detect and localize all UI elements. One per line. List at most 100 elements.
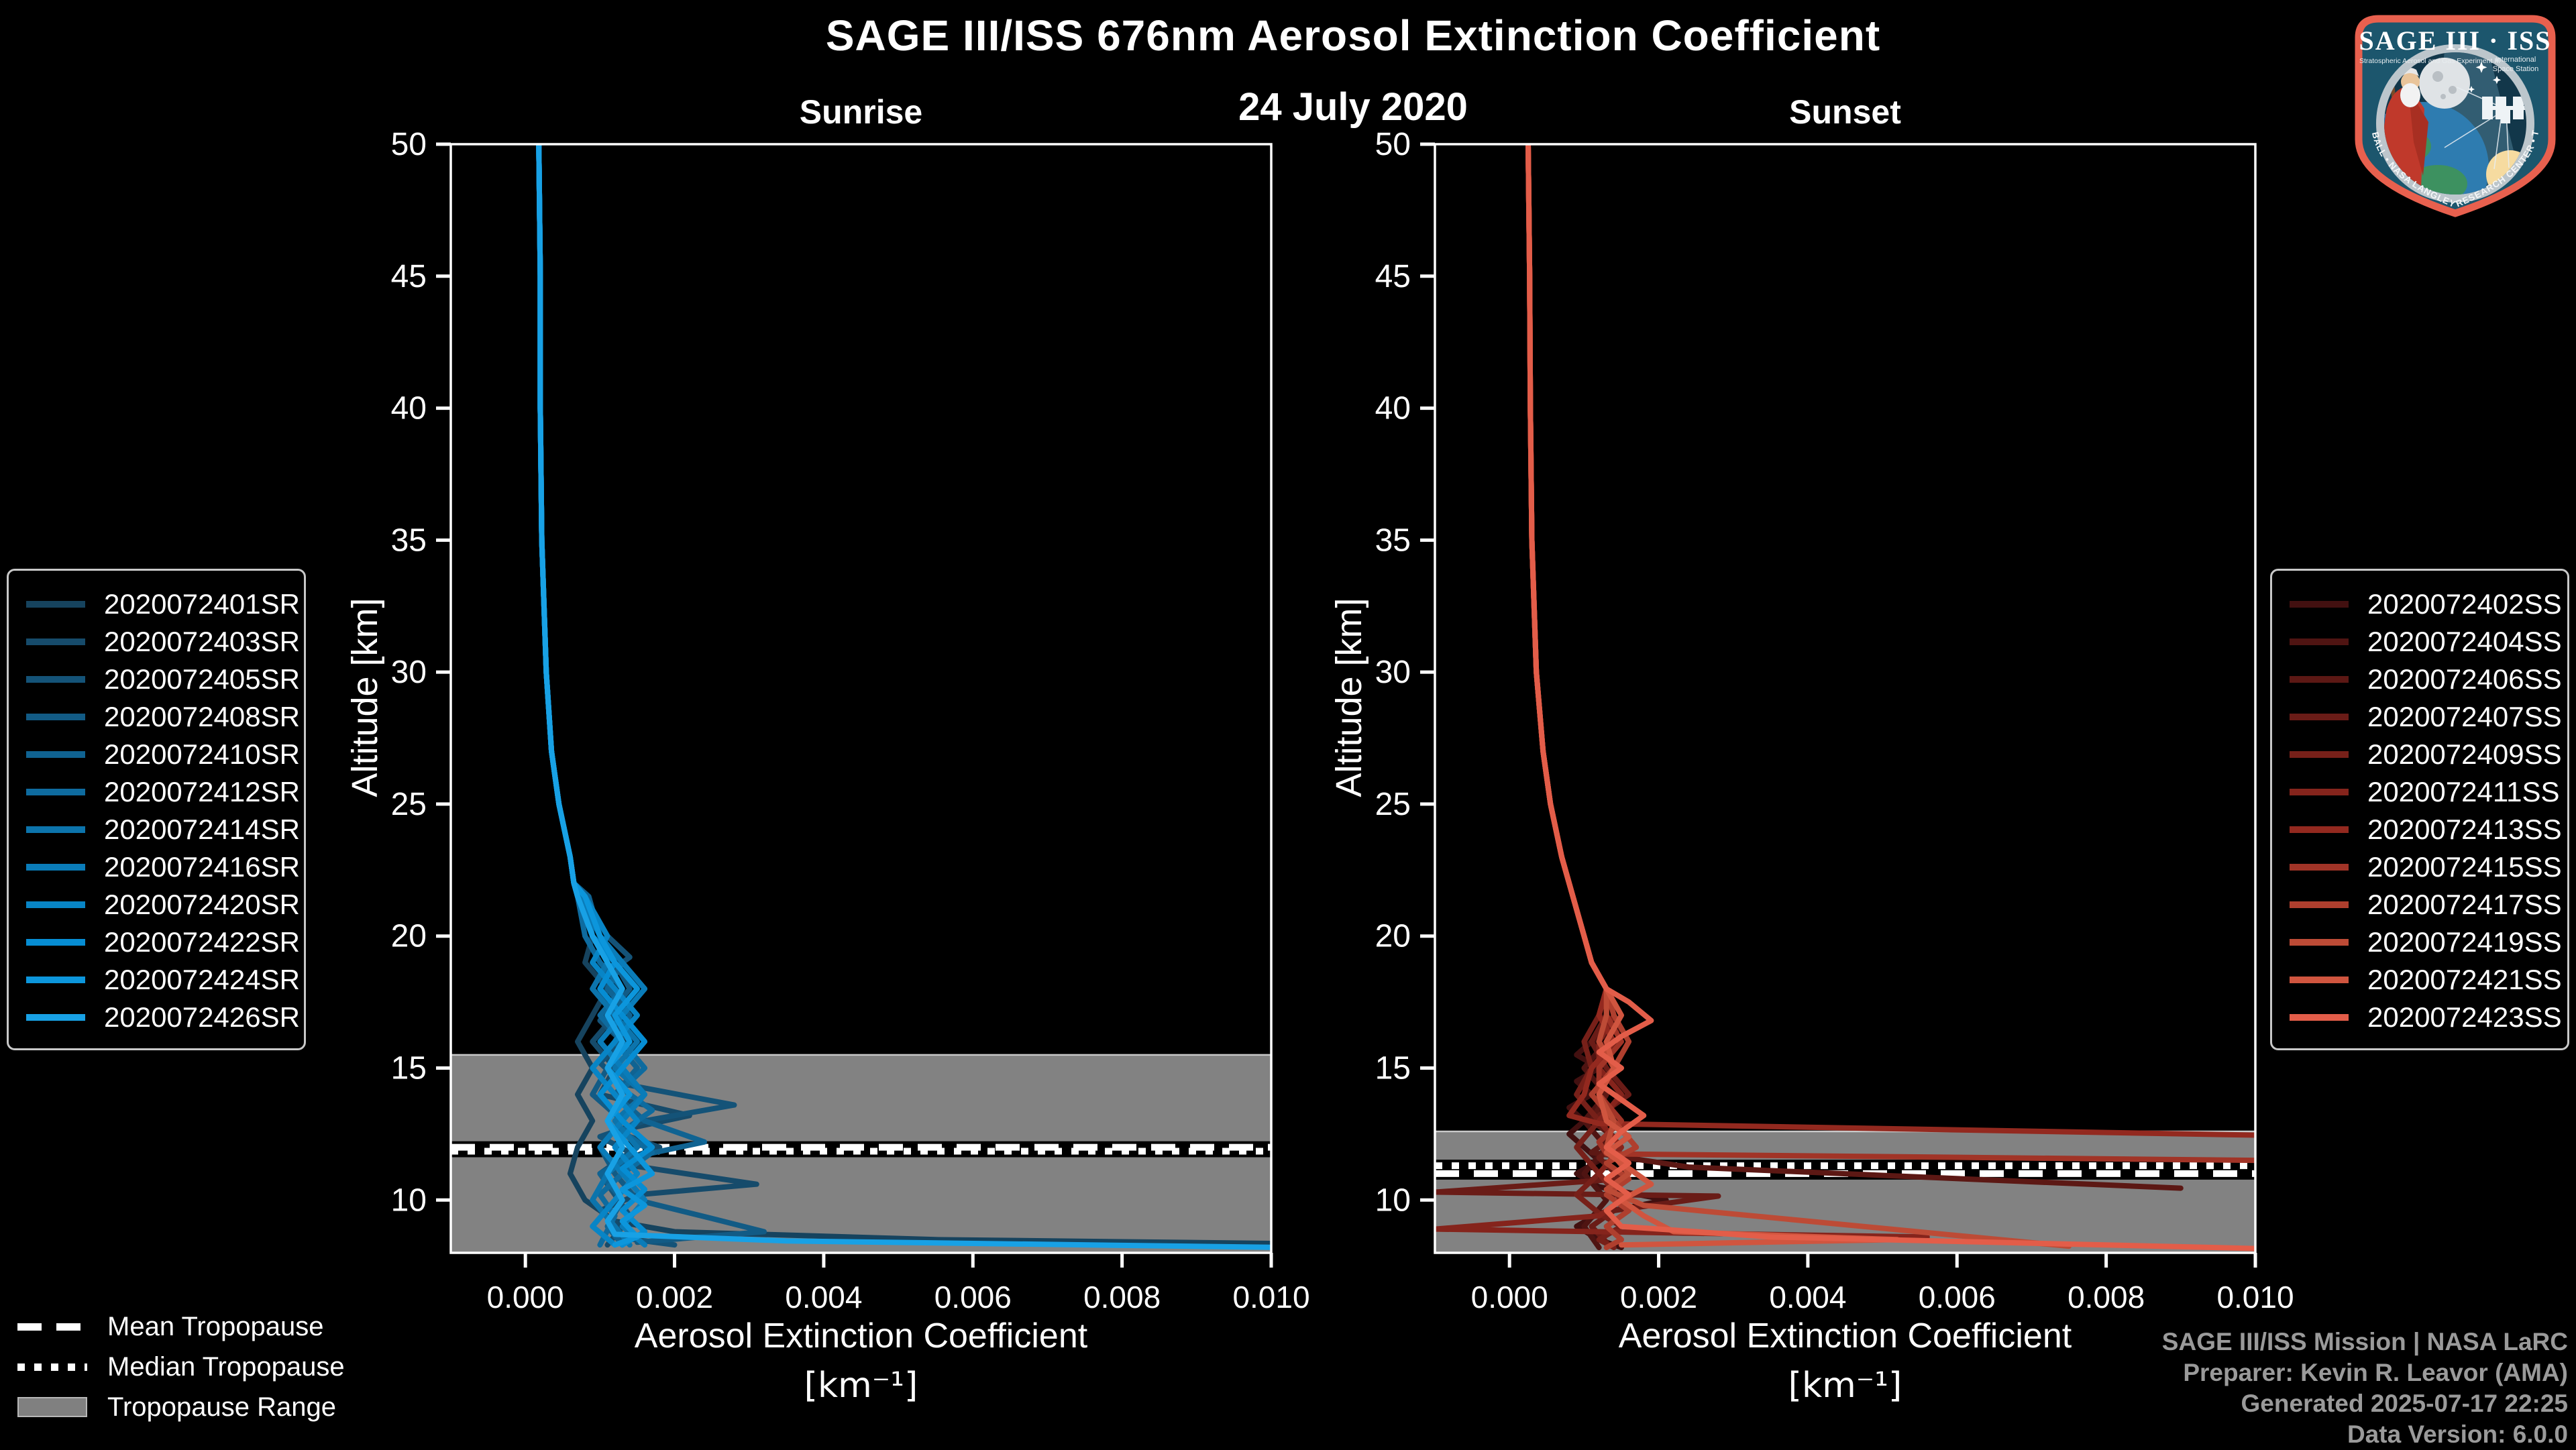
tropopause-patch-symbol xyxy=(17,1397,87,1417)
moon-crater xyxy=(2432,71,2443,82)
panel-title-sunrise: Sunrise xyxy=(799,93,923,131)
legend-line-sample xyxy=(2290,751,2349,758)
legend-line-sample xyxy=(26,826,85,833)
y-tick-label: 30 xyxy=(391,655,427,690)
legend-item-label: 2020072404SS xyxy=(2367,626,2562,657)
legend-item-label: 2020072411SS xyxy=(2367,776,2560,807)
moon-crater xyxy=(2449,86,2457,94)
panel-sunset: 0.000 0.002 0.004 0.006 0.008 0.010 10 15 20 25 30… xyxy=(1375,127,2294,1315)
legend-item: 2020072421SS xyxy=(2272,961,2567,999)
moon-crater xyxy=(2440,94,2446,99)
profile-line-2020072426SR xyxy=(536,144,1271,1250)
y-tick-label: 35 xyxy=(1375,522,1411,558)
profile-line-2020072411SS xyxy=(1435,144,1930,1240)
y-tick-label: 20 xyxy=(1375,919,1411,954)
legend-item-label: 2020072419SS xyxy=(2367,926,2562,958)
y-tick-label: 45 xyxy=(1375,259,1411,294)
legend-line-sample xyxy=(26,714,85,720)
y-tick-label: 25 xyxy=(1375,787,1411,822)
legend-line-sample xyxy=(26,638,85,645)
x-tick-label: 0.000 xyxy=(487,1280,564,1315)
profile-line-2020072407SS xyxy=(1435,144,1721,1245)
legend-line-sample xyxy=(2290,826,2349,833)
x-tick-label: 0.006 xyxy=(1919,1280,1996,1315)
legend-item: 2020072413SS xyxy=(2272,811,2567,848)
profile-line-2020072413SS xyxy=(1525,144,2255,1138)
legend-item-label: 2020072417SS xyxy=(2367,889,2562,920)
legend-item-label: 2020072405SR xyxy=(104,663,300,695)
y-tick-label: 10 xyxy=(391,1182,427,1218)
x-axis-label-sunrise: Aerosol Extinction Coefficient xyxy=(634,1317,1088,1355)
y-tick-label: 45 xyxy=(391,259,427,294)
legend-item: 2020072416SR xyxy=(9,848,304,886)
mission-patch-logo: SAGE III · ISS Stratospheric Aerosol and… xyxy=(2344,8,2556,217)
iss-icon xyxy=(2482,97,2526,123)
legend-item: 2020072410SR xyxy=(9,736,304,773)
legend-item-label: 2020072402SS xyxy=(2367,588,2562,620)
y-tick-label: 40 xyxy=(1375,391,1411,427)
legend-item-label: 2020072422SR xyxy=(104,926,300,958)
x-tick-label: 0.010 xyxy=(2216,1280,2294,1315)
legend-item: 2020072408SR xyxy=(9,698,304,736)
legend-item-label: 2020072401SR xyxy=(104,588,300,620)
tropopause-legend-label: Tropopause Range xyxy=(107,1392,336,1422)
x-axis-unit-sunset: [km⁻¹] xyxy=(1788,1365,1902,1406)
legend-line-sample xyxy=(26,901,85,908)
legend-item-label: 2020072409SS xyxy=(2367,738,2562,770)
y-tick-label: 20 xyxy=(391,919,427,954)
figure-title: SAGE III/ISS 676nm Aerosol Extinction Co… xyxy=(825,11,1881,60)
legend-item-label: 2020072410SR xyxy=(104,738,300,770)
y-tick-label: 40 xyxy=(391,391,427,427)
tropopause-legend-label: Mean Tropopause xyxy=(107,1311,324,1341)
x-axis-unit-sunrise: [km⁻¹] xyxy=(804,1365,918,1406)
legend-line-sample xyxy=(2290,977,2349,983)
legend-item-label: 2020072406SS xyxy=(2367,663,2562,695)
y-axis-label-sunrise: Altitude [km] xyxy=(345,598,385,797)
legend-line-sample xyxy=(2290,939,2349,946)
tropopause-legend-label: Median Tropopause xyxy=(107,1351,345,1382)
legend-line-sample xyxy=(26,789,85,795)
legend-item-label: 2020072403SR xyxy=(104,626,300,657)
legend-item-label: 2020072416SR xyxy=(104,851,300,883)
y-tick-label: 15 xyxy=(391,1051,427,1086)
tropopause-dotted-symbol xyxy=(17,1363,87,1371)
legend-item: 2020072412SR xyxy=(9,773,304,811)
panel-title-sunset: Sunset xyxy=(1789,93,1901,131)
tropopause-legend-item: Mean Tropopause xyxy=(17,1306,345,1347)
moon-icon xyxy=(2419,58,2470,109)
patch-subtitle-right2: Space Station xyxy=(2493,65,2539,73)
legend-item: 2020072409SS xyxy=(2272,736,2567,773)
legend-line-sample xyxy=(26,977,85,983)
credit-line: Preparer: Kevin R. Leavor (AMA) xyxy=(2183,1359,2568,1386)
legend-sunset-events: 2020072402SS 2020072404SS 2020072406SS 2020… xyxy=(2270,569,2569,1050)
y-axis-label-sunset: Altitude [km] xyxy=(1329,598,1369,797)
legend-item-label: 2020072423SS xyxy=(2367,1001,2562,1033)
legend-item-label: 2020072426SR xyxy=(104,1001,300,1033)
legend-item: 2020072407SS xyxy=(2272,698,2567,736)
legend-item: 2020072420SR xyxy=(9,886,304,924)
y-tick-label: 15 xyxy=(1375,1051,1411,1086)
figure-date: 24 July 2020 xyxy=(1238,85,1468,129)
star-icons xyxy=(2467,62,2502,93)
panel-sunrise: 0.000 0.002 0.004 0.006 0.008 0.010 10 15 20 25 30… xyxy=(391,127,1310,1315)
legend-line-sample xyxy=(2290,864,2349,871)
y-tick-label: 30 xyxy=(1375,655,1411,690)
legend-line-sample xyxy=(2290,714,2349,720)
x-tick-label: 0.004 xyxy=(785,1280,862,1315)
patch-title: SAGE III · ISS xyxy=(2359,25,2551,56)
legend-item-label: 2020072413SS xyxy=(2367,814,2562,845)
legend-item-label: 2020072415SS xyxy=(2367,851,2562,883)
profile-series-group xyxy=(1435,144,2255,1251)
legend-item-label: 2020072414SR xyxy=(104,814,300,845)
x-tick-label: 0.002 xyxy=(636,1280,713,1315)
legend-item: 2020072411SS xyxy=(2272,773,2567,811)
legend-item-label: 2020072420SR xyxy=(104,889,300,920)
legend-item: 2020072405SR xyxy=(9,661,304,698)
legend-item: 2020072401SR xyxy=(9,585,304,623)
profile-series-group xyxy=(536,144,1271,1250)
legend-item: 2020072426SR xyxy=(9,999,304,1036)
credit-line: Generated 2025-07-17 22:25 xyxy=(2241,1390,2568,1417)
credits-block: SAGE III/ISS Mission | NASA LaRC Preparer… xyxy=(2162,1327,2568,1450)
